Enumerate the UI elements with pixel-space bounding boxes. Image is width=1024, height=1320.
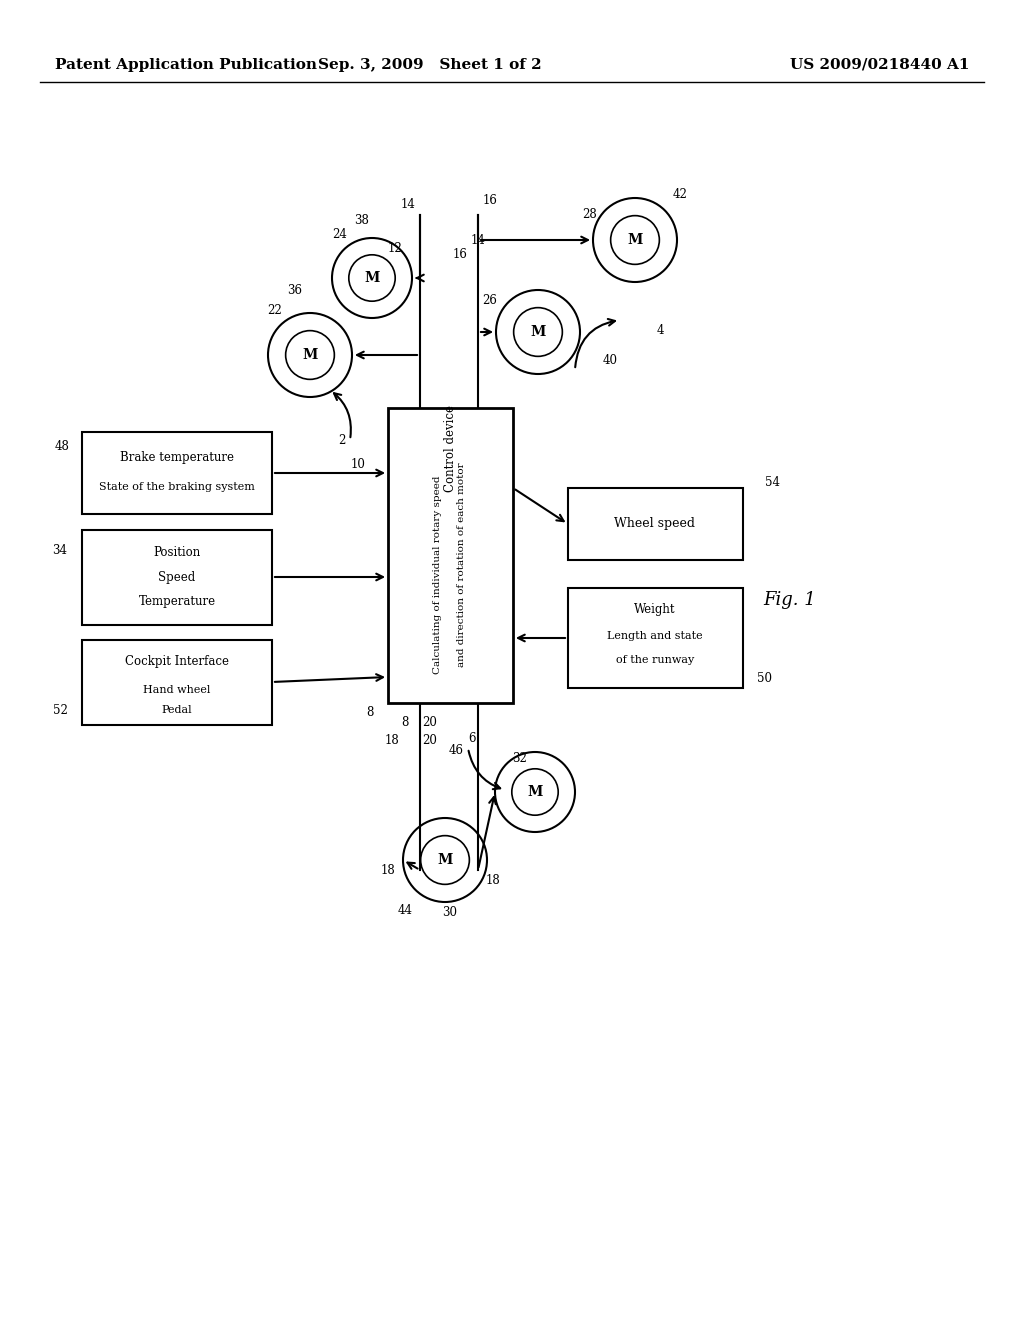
Text: Wheel speed: Wheel speed bbox=[614, 517, 695, 531]
Text: Position: Position bbox=[154, 545, 201, 558]
Text: 8: 8 bbox=[367, 706, 374, 719]
Bar bbox=[388, 408, 513, 704]
Text: 20: 20 bbox=[423, 734, 437, 747]
Bar bbox=[82, 531, 272, 624]
Text: 14: 14 bbox=[471, 234, 485, 247]
Text: 14: 14 bbox=[400, 198, 416, 211]
Text: 8: 8 bbox=[401, 717, 409, 730]
Text: 16: 16 bbox=[453, 248, 467, 261]
Text: 16: 16 bbox=[482, 194, 498, 206]
Text: Hand wheel: Hand wheel bbox=[143, 685, 211, 696]
Text: 28: 28 bbox=[583, 209, 597, 222]
Text: of the runway: of the runway bbox=[615, 655, 694, 665]
Text: 46: 46 bbox=[449, 743, 464, 756]
Text: M: M bbox=[527, 785, 543, 799]
Text: and direction of rotation of each motor: and direction of rotation of each motor bbox=[458, 463, 467, 668]
Text: M: M bbox=[437, 853, 453, 867]
Text: Calculating of individual rotary speed: Calculating of individual rotary speed bbox=[433, 475, 442, 675]
Text: 30: 30 bbox=[442, 906, 458, 919]
Bar bbox=[568, 587, 743, 688]
Text: Temperature: Temperature bbox=[138, 595, 216, 609]
Text: 34: 34 bbox=[52, 544, 68, 557]
Text: 10: 10 bbox=[350, 458, 366, 471]
Text: 42: 42 bbox=[673, 189, 687, 202]
Text: Length and state: Length and state bbox=[607, 631, 702, 642]
Bar bbox=[82, 640, 272, 725]
Text: Speed: Speed bbox=[159, 570, 196, 583]
Text: 40: 40 bbox=[602, 354, 617, 367]
Text: Patent Application Publication: Patent Application Publication bbox=[55, 58, 317, 73]
Text: 54: 54 bbox=[766, 477, 780, 490]
Text: M: M bbox=[530, 325, 546, 339]
Text: Fig. 1: Fig. 1 bbox=[764, 591, 816, 609]
Text: 38: 38 bbox=[354, 214, 370, 227]
Bar bbox=[568, 488, 743, 560]
Text: 6: 6 bbox=[468, 731, 476, 744]
Text: 22: 22 bbox=[267, 304, 283, 317]
Text: 12: 12 bbox=[388, 242, 402, 255]
Text: 26: 26 bbox=[482, 293, 498, 306]
Text: 18: 18 bbox=[381, 863, 395, 876]
Text: Cockpit Interface: Cockpit Interface bbox=[125, 656, 229, 668]
Text: 18: 18 bbox=[385, 734, 399, 747]
Text: 18: 18 bbox=[485, 874, 501, 887]
Text: 50: 50 bbox=[758, 672, 772, 685]
Text: Weight: Weight bbox=[634, 603, 676, 616]
Text: State of the braking system: State of the braking system bbox=[99, 482, 255, 492]
Text: 4: 4 bbox=[656, 323, 664, 337]
Text: 48: 48 bbox=[54, 441, 70, 454]
Text: Pedal: Pedal bbox=[162, 705, 193, 715]
Text: M: M bbox=[302, 348, 317, 362]
Text: US 2009/0218440 A1: US 2009/0218440 A1 bbox=[791, 58, 970, 73]
Text: 52: 52 bbox=[52, 704, 68, 717]
Text: M: M bbox=[365, 271, 380, 285]
Text: Sep. 3, 2009   Sheet 1 of 2: Sep. 3, 2009 Sheet 1 of 2 bbox=[318, 58, 542, 73]
Text: 24: 24 bbox=[333, 228, 347, 242]
Text: Control device: Control device bbox=[443, 404, 457, 491]
Text: M: M bbox=[628, 234, 643, 247]
Bar bbox=[82, 432, 272, 513]
Text: Brake temperature: Brake temperature bbox=[120, 450, 234, 463]
Text: 2: 2 bbox=[338, 433, 346, 446]
Text: 32: 32 bbox=[513, 751, 527, 764]
Text: 36: 36 bbox=[288, 284, 302, 297]
Text: 44: 44 bbox=[397, 903, 413, 916]
Text: 20: 20 bbox=[423, 717, 437, 730]
